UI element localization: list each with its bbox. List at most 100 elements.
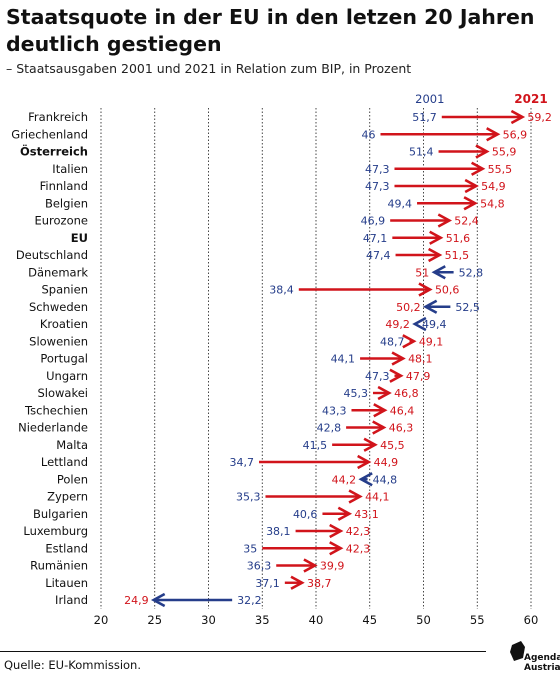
value-2021: 51 [415,266,429,279]
value-2021: 51,6 [446,232,471,245]
arrow-head [418,282,433,297]
value-2021: 54,8 [480,197,505,210]
country-label: Belgien [45,196,88,210]
arrow-head [290,575,305,590]
value-2021: 43,1 [354,508,379,521]
country-label: Malta [56,438,88,452]
value-2001: 47,3 [365,180,390,193]
country-label: Portugal [40,352,88,366]
value-2021: 59,2 [527,111,552,124]
country-label: Lettland [41,455,88,469]
value-2001: 45,3 [343,387,368,400]
country-label: Kroatien [40,317,88,331]
x-tick-label: 45 [362,613,377,627]
country-label: Irland [55,593,88,607]
country-label: Finnland [40,179,88,193]
arrow-head [329,541,344,556]
arrow-head [372,420,387,435]
country-label: Tschechien [24,403,88,417]
value-2021: 50,6 [435,284,460,297]
chart-subtitle: – Staatsausgaben 2001 und 2021 in Relati… [6,61,412,76]
country-label: Österreich [20,144,88,159]
country-label: Polen [57,472,88,486]
legend-2021: 2021 [514,92,547,106]
arrow-head [429,230,444,245]
value-2001: 46 [362,128,376,141]
x-tick-label: 60 [524,613,539,627]
x-tick-label: 50 [416,613,431,627]
x-tick-label: 20 [94,613,109,627]
value-2021: 48,1 [408,353,433,366]
value-2021: 44,1 [365,491,390,504]
x-tick-label: 25 [147,613,162,627]
arrow-head [422,299,438,314]
value-2001: 35,3 [236,491,261,504]
value-2001: 52,5 [455,301,480,314]
country-label: Dänemark [28,265,88,279]
value-2001: 32,2 [237,594,262,607]
country-label: Slowenien [29,334,88,348]
country-label: Eurozone [34,214,88,228]
arrow-head [475,144,490,159]
country-label: Rumänien [30,559,88,573]
value-2021: 46,3 [389,422,414,435]
arrow-head [358,472,373,487]
agenda-austria-logo: Agenda Austria [498,635,560,677]
arrow-head [510,109,526,125]
country-label: Italien [52,162,88,176]
value-2001: 47,3 [365,370,390,383]
country-label: Deutschland [16,248,88,262]
value-2001: 52,8 [459,266,484,279]
value-2001: 38,1 [266,525,291,538]
value-2001: 37,1 [255,577,280,590]
value-2021: 55,5 [488,163,513,176]
logo-line-1: Agenda [524,653,560,663]
value-2021: 44,2 [332,473,357,486]
value-2021: 42,3 [346,542,371,555]
country-label: Schweden [29,300,88,314]
value-2001: 49,4 [422,318,447,331]
country-label: Litauen [45,576,88,590]
chart-title: Staatsquote in der EU in den letzen 20 J… [6,5,535,56]
value-2021: 55,9 [492,146,517,159]
arrow-head [463,196,478,211]
country-label: Griechenland [11,127,88,141]
value-2001: 38,4 [269,284,294,297]
arrow-head [391,351,406,366]
x-tick-label: 55 [470,613,485,627]
arrow-head [303,558,318,573]
arrow-head [471,161,486,176]
arrow-head [377,385,392,401]
country-label: Bulgarien [33,507,88,521]
x-tick-label: 30 [201,613,216,627]
value-2001: 40,6 [293,508,318,521]
country-label: Estland [45,541,88,555]
legend-2001: 2001 [415,92,444,106]
value-2001: 48,7 [380,335,405,348]
country-label: Zypern [47,490,88,504]
value-2021: 44,9 [374,456,399,469]
value-2021: 51,5 [445,249,470,262]
value-2021: 49,2 [385,318,410,331]
arrow-head [389,368,404,383]
value-2021: 47,9 [406,370,431,383]
value-2021: 24,9 [124,594,149,607]
value-2001: 43,3 [322,404,347,417]
value-2001: 47,3 [365,163,390,176]
country-label: Spanien [42,283,89,297]
value-2001: 49,4 [388,197,413,210]
country-label: Frankreich [28,110,88,124]
value-2021: 42,3 [346,525,371,538]
arrow-head [437,213,453,228]
value-2001: 41,5 [303,439,328,452]
value-2001: 34,7 [230,456,255,469]
arrow-head [431,265,446,280]
value-2001: 42,8 [317,422,342,435]
footer-divider [0,651,486,652]
value-2001: 36,3 [247,560,272,573]
country-label: Niederlande [18,421,88,435]
value-2021: 50,2 [396,301,421,314]
value-2001: 51,7 [412,111,437,124]
arrow-head [428,247,443,263]
value-2001: 44,1 [331,353,356,366]
